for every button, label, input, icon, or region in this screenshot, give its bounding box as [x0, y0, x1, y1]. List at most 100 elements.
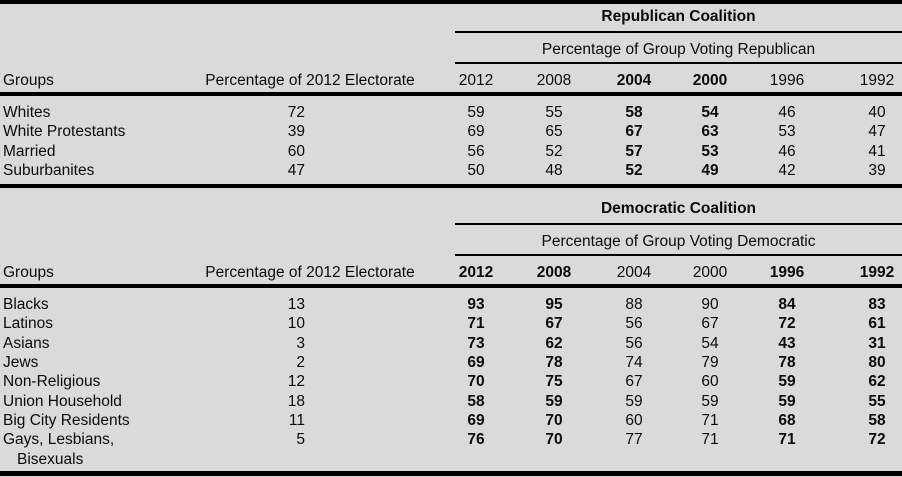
- year-value-cell: 31: [868, 334, 886, 352]
- electorate-value-cell: 5: [296, 431, 305, 449]
- democratic-coalition-section: Democratic Coalition Percentage of Group…: [0, 188, 902, 476]
- year-value-cell: 39: [868, 161, 886, 179]
- electorate-value-cell: 60: [287, 142, 305, 160]
- table-row: Jews 2 69 78 74 79 78 80: [0, 353, 902, 372]
- section-bottom-rule: [0, 184, 902, 189]
- table-row: Married 60 56 52 57 53 46 41: [0, 142, 902, 161]
- year-value-cell: 70: [545, 411, 563, 429]
- section-title: Democratic Coalition: [455, 188, 902, 226]
- year-value-cell: 67: [625, 373, 643, 391]
- electorate-value-cell: 2: [296, 354, 305, 372]
- table-row: Suburbanites 47 50 48 52 49 42 39: [0, 161, 902, 180]
- year-value-cell: 71: [778, 431, 796, 449]
- year-value-cell: 62: [868, 373, 886, 391]
- group-name-cell: Asians: [3, 334, 50, 352]
- groups-column-header: Groups: [3, 264, 54, 282]
- electorate-value-cell: 12: [287, 373, 305, 391]
- year-value-cell: 56: [625, 334, 643, 352]
- group-name-cell: Blacks: [3, 296, 49, 314]
- table-row: Blacks 13 93 95 88 90 84 83: [0, 295, 902, 314]
- group-name-cell: Union Household: [3, 392, 122, 410]
- column-headers: Groups Percentage of 2012 Electorate 201…: [0, 264, 902, 281]
- year-value-cell: 73: [467, 334, 485, 352]
- year-value-cell: 95: [545, 296, 563, 314]
- year-value-cell: 84: [778, 296, 796, 314]
- year-value-cell: 52: [625, 161, 643, 179]
- section-subtitle: Percentage of Group Voting Republican: [455, 33, 902, 64]
- year-value-cell: 88: [625, 296, 643, 314]
- group-name-cell: Whites: [3, 104, 51, 121]
- table-row: White Protestants 39 69 65 67 63 53 47: [0, 122, 902, 141]
- year-value-cell: 55: [545, 104, 563, 121]
- year-value-cell: 58: [868, 411, 886, 429]
- group-name-cell: Big City Residents: [3, 411, 130, 429]
- year-value-cell: 70: [467, 373, 485, 391]
- bottom-rule: [0, 470, 902, 476]
- year-value-cell: 42: [778, 161, 796, 179]
- year-value-cell: 69: [467, 123, 485, 141]
- year-value-cell: 78: [778, 354, 796, 372]
- year-value-cell: 76: [467, 431, 485, 449]
- group-name-cell: Gays, Lesbians, Bisexuals: [3, 431, 115, 468]
- table-row: Big City Residents 11 69 70 60 71 68 58: [0, 411, 902, 430]
- year-column-header: 2000: [692, 72, 728, 89]
- year-value-cell: 71: [701, 411, 719, 429]
- democratic-header-block: Democratic Coalition Percentage of Group…: [455, 188, 902, 257]
- year-column-header: 2012: [458, 264, 494, 282]
- year-value-cell: 61: [868, 315, 886, 333]
- year-value-cell: 41: [868, 142, 886, 160]
- group-name-cell: Non-Religious: [3, 373, 101, 391]
- year-value-cell: 63: [701, 123, 719, 141]
- electorate-value-cell: 18: [287, 392, 305, 410]
- year-column-header: 2004: [616, 264, 652, 282]
- year-value-cell: 72: [778, 315, 796, 333]
- year-value-cell: 60: [625, 411, 643, 429]
- republican-header-block: Republican Coalition Percentage of Group…: [455, 4, 902, 64]
- year-value-cell: 69: [467, 354, 485, 372]
- table-row: Whites 72 59 55 58 54 46 40: [0, 103, 902, 122]
- year-value-cell: 54: [701, 334, 719, 352]
- electorate-value-cell: 11: [288, 411, 305, 429]
- table-row: Latinos 10 71 67 56 67 72 61: [0, 314, 902, 333]
- section-title: Republican Coalition: [455, 4, 902, 33]
- electorate-value-cell: 10: [287, 315, 305, 333]
- year-value-cell: 53: [778, 123, 796, 141]
- year-value-cell: 58: [625, 104, 643, 121]
- republican-coalition-section: Republican Coalition Percentage of Group…: [0, 4, 902, 189]
- year-value-cell: 68: [778, 411, 796, 429]
- year-value-cell: 57: [625, 142, 643, 160]
- year-value-cell: 78: [545, 354, 563, 372]
- header-rule: [0, 92, 902, 96]
- year-value-cell: 90: [701, 296, 719, 314]
- year-value-cell: 93: [467, 296, 485, 314]
- year-value-cell: 46: [778, 142, 796, 160]
- year-column-header: 2008: [536, 72, 572, 89]
- year-value-cell: 77: [625, 431, 643, 449]
- year-value-cell: 56: [467, 142, 485, 160]
- table-row: Union Household 18 58 59 59 59 59 55: [0, 392, 902, 411]
- electorate-value-cell: 39: [287, 123, 305, 141]
- table-row: Asians 3 73 62 56 54 43 31: [0, 334, 902, 353]
- year-column-header: 2004: [616, 72, 652, 89]
- year-value-cell: 65: [545, 123, 563, 141]
- table-rows: Blacks 13 93 95 88 90 84 83 Latinos 10 71 67 56 67 72 6…: [0, 288, 902, 471]
- year-value-cell: 72: [868, 431, 886, 449]
- year-value-cell: 80: [868, 354, 886, 372]
- group-name-cell: Suburbanites: [3, 161, 95, 179]
- year-value-cell: 53: [701, 142, 719, 160]
- column-headers: Groups Percentage of 2012 Electorate 201…: [0, 72, 902, 89]
- year-value-cell: 46: [778, 104, 796, 121]
- year-value-cell: 70: [545, 431, 563, 449]
- year-value-cell: 58: [467, 392, 485, 410]
- year-value-cell: 62: [545, 334, 563, 352]
- year-value-cell: 54: [701, 104, 719, 121]
- year-value-cell: 75: [545, 373, 563, 391]
- year-value-cell: 56: [625, 315, 643, 333]
- group-name-cell: White Protestants: [3, 123, 126, 141]
- year-value-cell: 50: [467, 161, 485, 179]
- year-value-cell: 49: [701, 161, 719, 179]
- year-column-header: 1992: [859, 264, 895, 282]
- section-subtitle: Percentage of Group Voting Democratic: [455, 225, 902, 257]
- table-row: Gays, Lesbians, Bisexuals 5 76 70 77 71 71 72: [0, 430, 902, 469]
